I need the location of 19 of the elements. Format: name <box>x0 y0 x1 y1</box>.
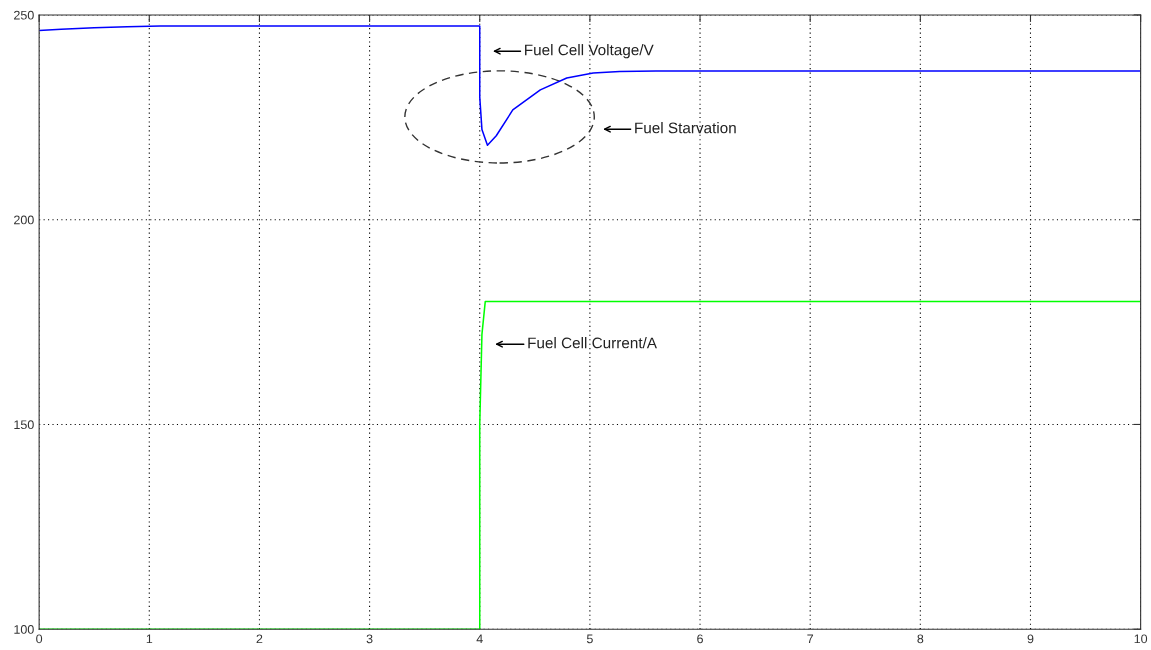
y-tick-label: 250 <box>14 10 34 20</box>
x-tick-label: 6 <box>697 634 703 644</box>
line-series <box>39 25 1141 146</box>
x-tick-label: 2 <box>256 634 263 644</box>
y-tick-label: 150 <box>14 420 34 430</box>
annotation: Fuel Starvation <box>635 122 736 134</box>
y-tick-label: 100 <box>14 625 34 634</box>
x-tick-label: 5 <box>586 634 593 644</box>
annotation: Fuel Cell Current/A <box>528 337 657 349</box>
x-tick-label: 1 <box>146 634 153 644</box>
x-tick-label: 10 <box>1134 634 1148 644</box>
x-tick-label: 8 <box>917 634 924 644</box>
x-tick-label: 0 <box>36 634 43 644</box>
x-tick-label: 4 <box>476 634 483 644</box>
x-tick-label: 7 <box>807 634 814 644</box>
y-tick-label: 200 <box>14 215 34 225</box>
annotation: Fuel Cell Voltage/V <box>525 44 654 59</box>
x-tick-label: 9 <box>1027 634 1034 644</box>
x-tick-label: 3 <box>366 634 373 644</box>
